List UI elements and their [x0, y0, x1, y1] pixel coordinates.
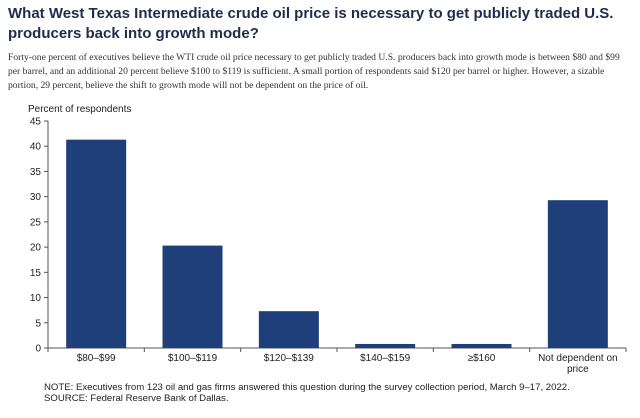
y-tick-label: 0	[35, 344, 41, 355]
x-tick-label-line: Not dependent on	[538, 353, 618, 364]
x-tick-label-line: price	[567, 364, 589, 375]
y-tick-label: 35	[30, 167, 42, 178]
bar	[547, 200, 608, 348]
x-tick-label: ≥$160	[468, 353, 496, 364]
y-tick-label: 45	[30, 117, 42, 128]
y-tick-label: 20	[30, 243, 42, 254]
x-tick-label-line: $100–$119	[168, 353, 218, 364]
x-ticks: $80–$99 $100–$119 $120–$139 $140–$159 ≥$160 N…	[47, 348, 627, 375]
bar	[66, 139, 127, 348]
bars	[66, 139, 608, 348]
x-tick-label: $100–$119	[168, 353, 218, 364]
x-tick-label-line: ≥$160	[468, 353, 496, 364]
y-ticks: 0 5 10 15 20 25 30 35 40 45	[30, 117, 48, 355]
bar	[355, 343, 416, 348]
bar	[451, 343, 512, 348]
x-tick-label-line: $120–$139	[264, 353, 314, 364]
source-text: SOURCE: Federal Reserve Bank of Dallas.	[44, 393, 229, 404]
y-tick-label: 30	[30, 192, 42, 203]
bar	[258, 311, 319, 348]
note-text: NOTE: Executives from 123 oil and gas fi…	[44, 382, 570, 393]
chart-title: What West Texas Intermediate crude oil p…	[8, 5, 614, 42]
axes	[47, 121, 626, 349]
x-tick-label: $120–$139	[264, 353, 314, 364]
y-tick-label: 25	[30, 217, 42, 228]
bar	[162, 245, 223, 348]
x-tick-label: $80–$99	[77, 353, 116, 364]
x-tick-label: Not dependent on price	[538, 353, 618, 375]
y-axis-label: Percent of respondents	[28, 104, 131, 115]
y-tick-label: 15	[30, 268, 42, 279]
y-tick-label: 10	[30, 293, 42, 304]
y-tick-label: 5	[35, 318, 41, 329]
x-tick-label: $140–$159	[360, 353, 410, 364]
chart-footnote: NOTE: Executives from 123 oil and gas fi…	[44, 382, 634, 404]
x-tick-label-line: $80–$99	[77, 353, 116, 364]
y-tick-label: 40	[30, 142, 42, 153]
x-tick-label-line: $140–$159	[360, 353, 410, 364]
chart-subtitle: Forty-one percent of executives believe …	[8, 52, 620, 91]
